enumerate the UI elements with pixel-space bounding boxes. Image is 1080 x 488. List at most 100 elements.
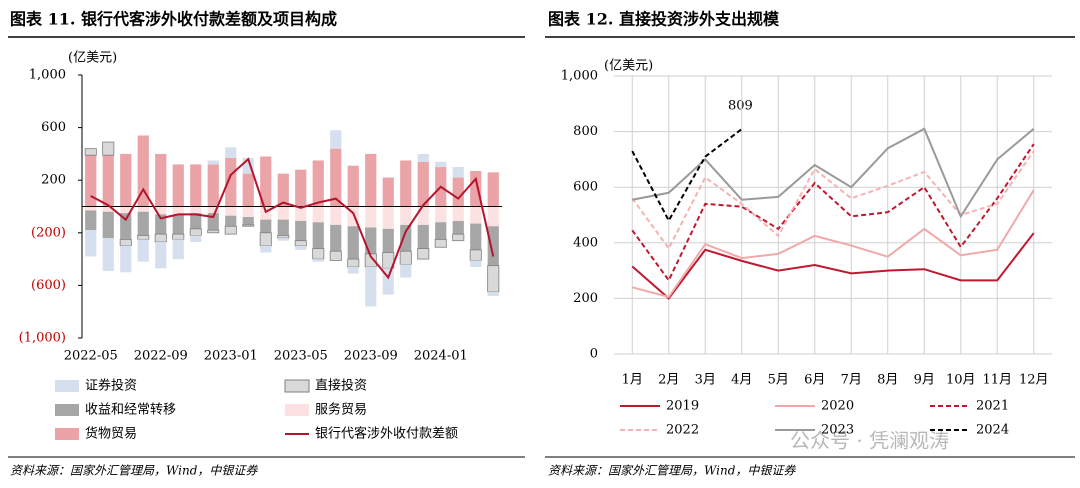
bar-segment	[330, 148, 342, 207]
bar-segment	[487, 172, 499, 207]
y-tick-label: (600)	[31, 278, 66, 293]
bar-segment	[470, 260, 482, 267]
bar-segment	[137, 239, 149, 262]
bar-segment	[85, 210, 97, 231]
bar-segment	[242, 173, 254, 207]
bar-segment	[470, 170, 482, 207]
bar-segment	[242, 206, 254, 218]
bar-segment	[382, 268, 394, 295]
bar-segment	[120, 245, 132, 273]
line-series	[631, 232, 1035, 300]
bar-segment	[312, 160, 324, 207]
bar-segment	[312, 259, 324, 262]
legend-label: 2019	[666, 399, 699, 414]
legend-swatch	[284, 379, 310, 393]
bar-segment	[242, 224, 255, 227]
bar-segment	[102, 155, 114, 207]
x-tick-label: 2月	[658, 373, 679, 388]
legend-label: 2024	[976, 423, 1009, 438]
bar-segment	[224, 225, 237, 235]
bar-segment	[120, 153, 132, 207]
legend-label: 2023	[821, 423, 854, 438]
y-tick-label: 200	[573, 291, 598, 306]
bar-segment	[189, 228, 202, 236]
y-tick-label: (200)	[31, 225, 66, 240]
bar-segment	[242, 157, 254, 174]
bar-segment	[155, 214, 167, 235]
chart-title: 图表 12. 直接投资涉外支出规模	[548, 10, 780, 29]
y-tick-label: 600	[41, 120, 66, 135]
legend-swatch	[55, 380, 79, 392]
bar-segment	[347, 258, 360, 268]
bar-segment	[190, 213, 202, 229]
legend-label: 货物贸易	[85, 426, 137, 442]
bar-segment	[329, 250, 342, 261]
bar-segment	[399, 250, 412, 265]
bar-segment	[487, 265, 500, 293]
bar-segment	[487, 206, 499, 227]
bar-segment	[435, 161, 447, 168]
bar-segment	[330, 130, 342, 149]
bar-segment	[400, 264, 412, 278]
bar-segment	[470, 223, 482, 250]
bar-segment	[365, 153, 377, 207]
bar-segment	[172, 164, 184, 207]
x-tick-label: 2024-01	[414, 349, 468, 364]
bar-segment	[102, 238, 114, 271]
watermark: 公众号 · 凭澜观涛	[790, 429, 949, 453]
bar-segment	[102, 141, 115, 156]
bar-segment	[190, 206, 202, 214]
bar-segment	[434, 238, 447, 248]
bar-segment	[155, 153, 167, 207]
line-series	[631, 189, 1035, 299]
unit-label: (亿美元)	[604, 59, 653, 74]
bar-segment	[452, 220, 464, 235]
bar-segment	[452, 233, 465, 242]
bar-segment	[102, 211, 114, 239]
line-series	[90, 157, 495, 280]
bar-segment	[365, 227, 377, 254]
legend-label: 2020	[821, 399, 854, 414]
x-tick-label: 2023-01	[204, 349, 258, 364]
line-series	[631, 143, 1035, 283]
bar-segment	[155, 206, 167, 215]
unit-label: (亿美元)	[68, 51, 117, 66]
x-tick-label: 2022-09	[134, 349, 188, 364]
bar-segment	[365, 206, 377, 228]
x-tick-label: 4月	[731, 373, 752, 388]
bar-segment	[347, 206, 359, 227]
y-tick-label: 800	[573, 124, 598, 139]
bar-segment	[119, 238, 132, 247]
bar-segment	[190, 164, 202, 207]
x-tick-label: 5月	[768, 373, 789, 388]
bar-segment	[417, 153, 429, 162]
bar-segment	[469, 249, 482, 261]
legend-swatch	[285, 404, 309, 416]
bar-segment	[172, 239, 184, 260]
bar-segment	[382, 206, 394, 229]
bar-segment	[295, 206, 307, 221]
legend-swatch	[55, 428, 79, 440]
bar-segment	[417, 206, 429, 225]
y-tick-label: 400	[573, 235, 598, 250]
bar-segment	[295, 220, 307, 241]
bar-segment	[347, 266, 359, 274]
bar-segment	[260, 156, 272, 207]
bar-segment	[487, 226, 499, 266]
bar-segment	[172, 214, 184, 235]
bar-segment	[85, 230, 97, 257]
x-tick-label: 6月	[804, 373, 825, 388]
x-tick-label: 12月	[1019, 373, 1049, 388]
x-tick-label: 8月	[877, 373, 898, 388]
bar-segment	[172, 206, 184, 215]
annotation: 809	[728, 99, 753, 114]
bar-segment	[137, 235, 150, 240]
x-tick-label: 1月	[622, 373, 643, 388]
source: 资料来源：国家外汇管理局，Wind，中银证券	[548, 464, 796, 478]
bar-segment	[102, 206, 114, 212]
x-tick-label: 7月	[841, 373, 862, 388]
x-tick-label: 9月	[914, 373, 935, 388]
bar-segment	[277, 206, 289, 220]
